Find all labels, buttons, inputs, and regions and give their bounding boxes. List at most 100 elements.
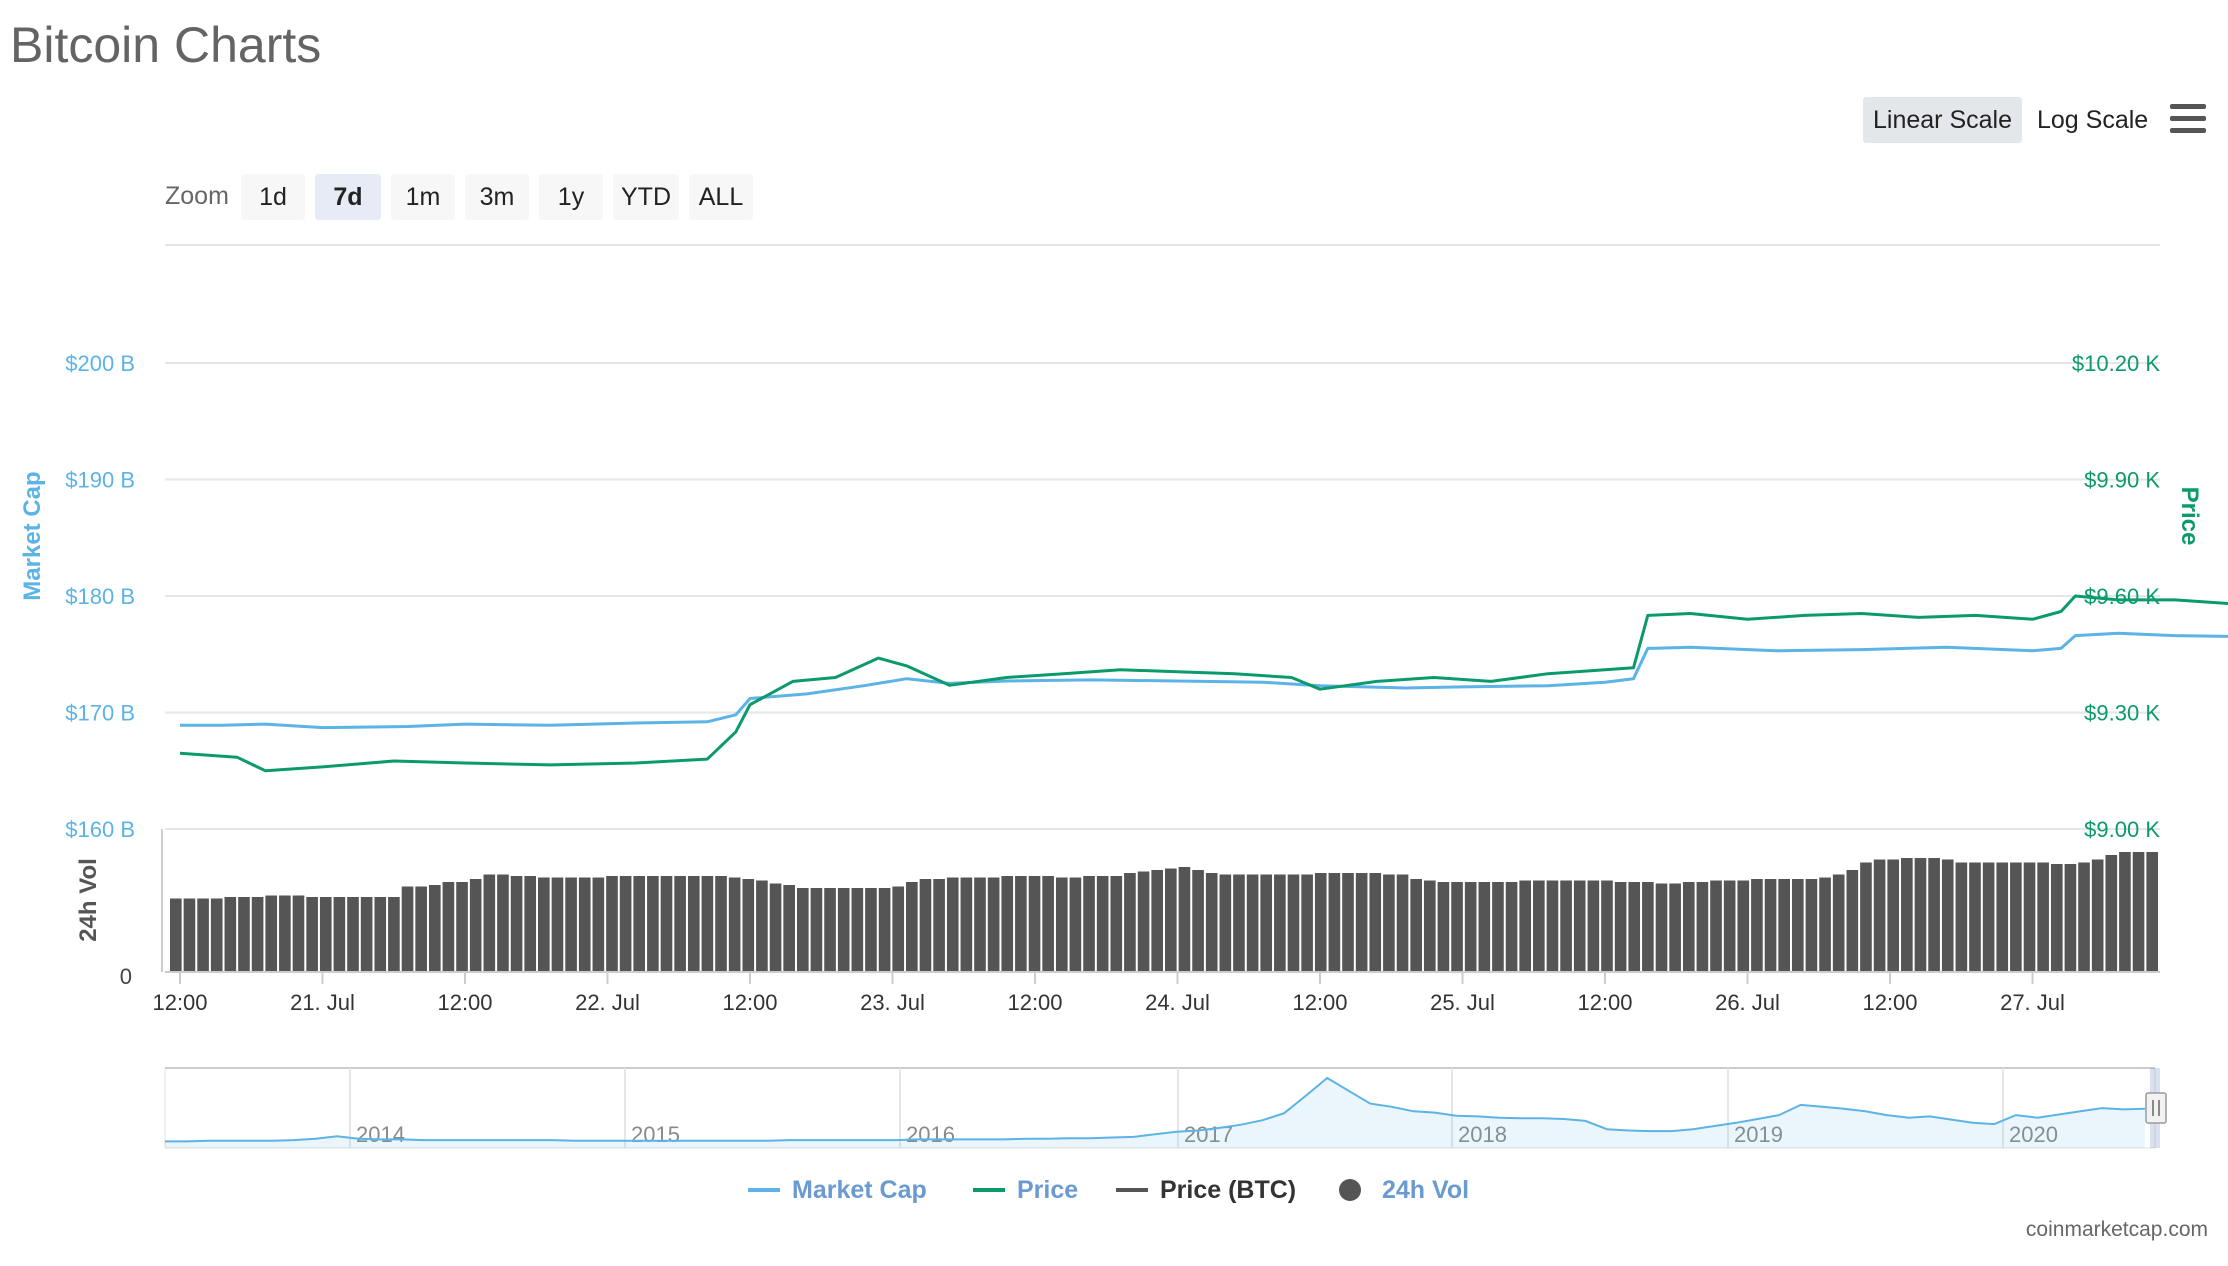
volume-bar bbox=[1941, 859, 1954, 972]
navigator-year-label: 2014 bbox=[356, 1122, 405, 1147]
volume-bar bbox=[1478, 882, 1491, 972]
volume-bar bbox=[1969, 862, 1981, 972]
volume-bar bbox=[878, 888, 891, 972]
legend-label: Price bbox=[1017, 1176, 1078, 1204]
volume-bar bbox=[1669, 883, 1681, 972]
volume-bar bbox=[1028, 876, 1041, 972]
x-axis-tick-label: 24. Jul bbox=[1145, 990, 1210, 1015]
volume-bar bbox=[1042, 876, 1054, 972]
credit-link[interactable]: coinmarketcap.com bbox=[2025, 1218, 2208, 1241]
volume-bar bbox=[401, 886, 414, 972]
volume-bar bbox=[1682, 882, 1695, 972]
volume-bar bbox=[1165, 868, 1177, 972]
navigator-year-label: 2019 bbox=[1734, 1122, 1783, 1147]
volume-bar bbox=[1151, 870, 1163, 972]
navigator-handle[interactable] bbox=[2145, 1092, 2167, 1124]
zoom-1y-button[interactable]: 1y bbox=[539, 174, 603, 220]
volume-bar bbox=[1778, 879, 1790, 972]
volume-bar bbox=[1110, 876, 1123, 972]
volume-bar bbox=[347, 897, 359, 972]
volume-bar bbox=[333, 897, 346, 972]
volume-bar bbox=[2037, 862, 2049, 972]
log-scale-button[interactable]: Log Scale bbox=[2037, 106, 2149, 134]
market-cap-tick-label: $200 B bbox=[65, 351, 135, 376]
price-tick-label: $9.30 K bbox=[2084, 701, 2160, 726]
volume-bar bbox=[497, 874, 509, 972]
volume-bar bbox=[1192, 870, 1204, 972]
hamburger-menu-icon[interactable] bbox=[2170, 104, 2206, 134]
x-axis-tick-label: 27. Jul bbox=[2000, 990, 2065, 1015]
volume-bar bbox=[1410, 879, 1422, 972]
volume-bar bbox=[769, 883, 782, 972]
volume-bar bbox=[1096, 876, 1109, 972]
volume-bar bbox=[1451, 882, 1463, 972]
zoom-all-button[interactable]: ALL bbox=[689, 174, 753, 220]
volume-bar bbox=[1383, 874, 1395, 972]
volume-bar bbox=[1587, 880, 1600, 972]
volume-bar bbox=[2132, 852, 2145, 972]
volume-bar bbox=[701, 876, 714, 972]
volume-bar bbox=[1423, 880, 1436, 972]
volume-bar bbox=[1355, 873, 1368, 972]
navigator-year-label: 2018 bbox=[1458, 1122, 1507, 1147]
volume-bar bbox=[1124, 873, 1136, 972]
volume-bar bbox=[1982, 862, 1995, 972]
volume-bar bbox=[1901, 858, 1913, 972]
market-cap-tick-label: $160 B bbox=[65, 817, 135, 842]
volume-bar bbox=[374, 897, 387, 972]
x-axis-tick-label: 12:00 bbox=[437, 990, 492, 1015]
zoom-1m-button[interactable]: 1m bbox=[391, 174, 455, 220]
volume-bar bbox=[851, 888, 864, 972]
legend-item[interactable]: Price (BTC) bbox=[1116, 1176, 1296, 1204]
x-axis: 12:00 21. Jul 12:00 22. Jul 12:00 23. Jul 12:0… bbox=[152, 971, 2160, 1015]
volume-bar bbox=[1219, 874, 1232, 972]
navigator-line bbox=[165, 1076, 2146, 1143]
volume-bar bbox=[224, 897, 237, 972]
volume-bar bbox=[1614, 882, 1627, 972]
volume-axis-title: 24h Vol bbox=[75, 858, 102, 942]
legend-label: 24h Vol bbox=[1382, 1176, 1469, 1204]
volume-bar bbox=[538, 877, 550, 972]
zoom-7d-button[interactable]: 7d bbox=[315, 174, 381, 220]
volume-bar bbox=[946, 877, 959, 972]
volume-bar bbox=[1015, 876, 1027, 972]
volume-bar bbox=[1751, 879, 1763, 972]
volume-bar bbox=[415, 886, 427, 972]
legend-item[interactable]: 24h Vol bbox=[1339, 1176, 1469, 1204]
x-axis-tick-label: 12:00 bbox=[1292, 990, 1347, 1015]
legend-item[interactable]: Market Cap bbox=[748, 1176, 927, 1204]
volume-bar bbox=[2146, 852, 2158, 972]
x-axis-tick-label: 22. Jul bbox=[575, 990, 640, 1015]
market-cap-line bbox=[180, 631, 2228, 730]
volume-bar bbox=[2105, 855, 2118, 972]
market-cap-axis-title: Market Cap bbox=[19, 471, 46, 600]
volume-bar bbox=[1655, 883, 1668, 972]
volume-bar bbox=[687, 876, 700, 972]
volume-bar bbox=[1069, 877, 1082, 972]
linear-scale-button[interactable]: Linear Scale bbox=[1863, 97, 2022, 143]
volume-bar bbox=[1301, 874, 1313, 972]
navigator: 2014201520162017201820192020 bbox=[164, 1067, 2167, 1149]
volume-bar bbox=[633, 876, 646, 972]
volume-bar bbox=[1560, 880, 1572, 972]
legend-label: Price (BTC) bbox=[1160, 1176, 1296, 1204]
x-axis-tick-label: 26. Jul bbox=[1715, 990, 1780, 1015]
navigator-year-label: 2016 bbox=[906, 1122, 955, 1147]
volume-bar bbox=[674, 876, 686, 972]
volume-bar bbox=[2050, 864, 2063, 972]
zoom-3m-button[interactable]: 3m bbox=[465, 174, 529, 220]
volume-bar bbox=[1246, 874, 1259, 972]
zoom-ytd-button[interactable]: YTD bbox=[613, 174, 679, 220]
volume-bar bbox=[428, 885, 441, 972]
volume-bar bbox=[892, 886, 905, 972]
volume-bar bbox=[1846, 870, 1859, 972]
market-cap-tick-label: $170 B bbox=[65, 701, 135, 726]
zoom-1d-button[interactable]: 1d bbox=[241, 174, 305, 220]
legend-item[interactable]: Price bbox=[973, 1176, 1078, 1204]
volume-bar bbox=[1764, 879, 1777, 972]
volume-bar bbox=[251, 897, 264, 972]
x-axis-tick-label: 12:00 bbox=[1007, 990, 1062, 1015]
volume-bar bbox=[388, 897, 400, 972]
volume-bar bbox=[1805, 879, 1818, 972]
